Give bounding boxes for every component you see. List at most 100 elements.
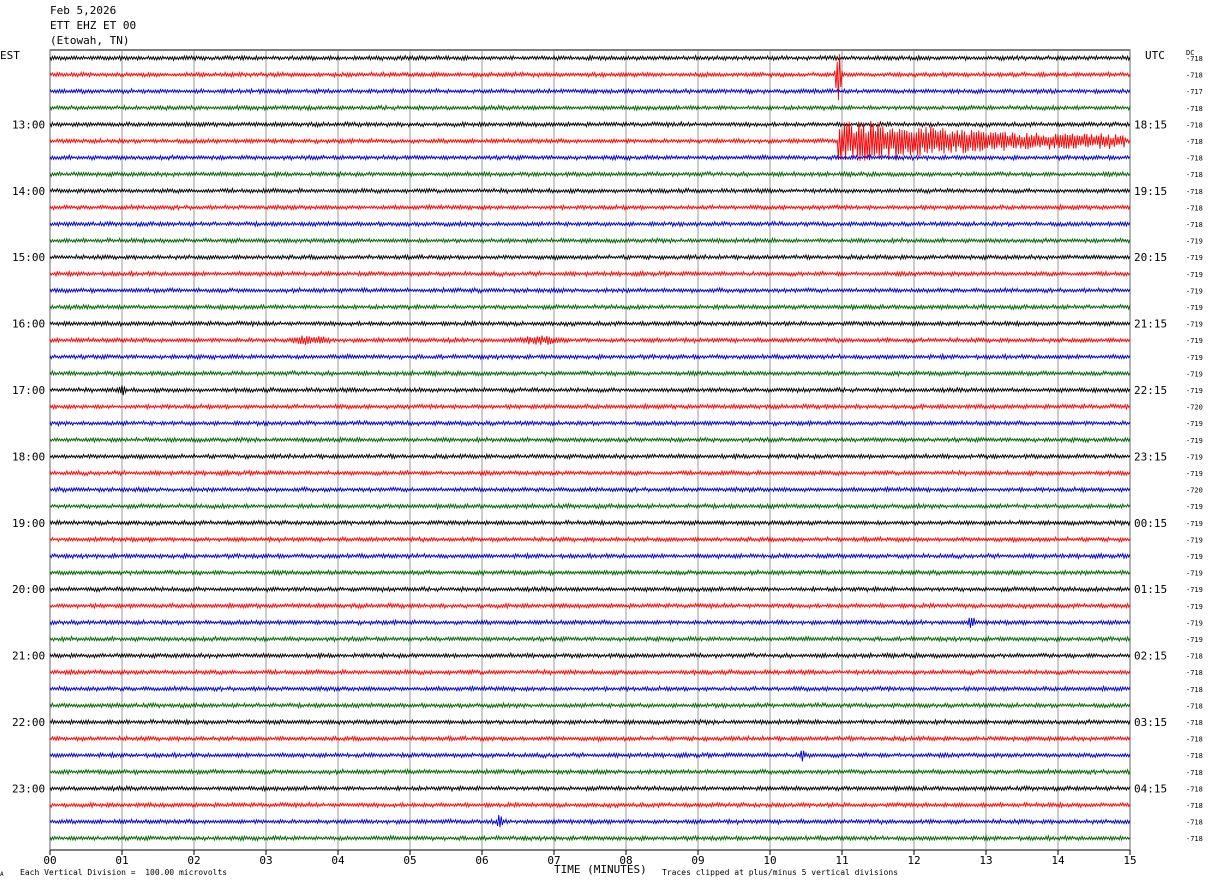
dc-offset-label: -720 xyxy=(1186,404,1203,412)
utc-hour-label: 03:15 xyxy=(1134,716,1167,729)
est-hour-label: 20:00 xyxy=(12,583,45,596)
x-tick-label: 09 xyxy=(691,854,704,867)
dc-offset-label: -718 xyxy=(1186,121,1203,129)
seismic-trace xyxy=(49,668,1131,677)
dc-offset-label: -718 xyxy=(1186,204,1203,212)
seismic-trace xyxy=(49,784,1131,793)
dc-offset-label: -718 xyxy=(1186,802,1203,810)
x-tick-label: 07 xyxy=(547,854,560,867)
seismic-trace xyxy=(49,750,1131,762)
x-tick-label: 00 xyxy=(43,854,56,867)
seismic-trace xyxy=(49,54,1131,101)
utc-hour-label: 01:15 xyxy=(1134,583,1167,596)
utc-hour-label: 21:15 xyxy=(1134,318,1167,331)
seismic-trace xyxy=(49,734,1131,743)
dc-offset-label: -719 xyxy=(1186,536,1203,544)
x-tick-label: 10 xyxy=(763,854,776,867)
dc-offset-label: -718 xyxy=(1186,171,1203,179)
dc-offset-label: -718 xyxy=(1186,155,1203,163)
seismic-trace xyxy=(49,834,1131,843)
x-tick-label: 03 xyxy=(259,854,272,867)
seismic-trace xyxy=(49,518,1131,527)
dc-offset-label: -719 xyxy=(1186,619,1203,627)
seismic-trace xyxy=(49,718,1131,726)
seismic-trace xyxy=(49,253,1131,262)
dc-offset-label: -718 xyxy=(1186,55,1203,63)
est-hour-label: 16:00 xyxy=(12,318,45,331)
dc-offset-label: -719 xyxy=(1186,503,1203,511)
dc-offset-label: -718 xyxy=(1186,72,1203,80)
est-hour-label: 23:00 xyxy=(12,782,45,795)
utc-hour-label: 02:15 xyxy=(1134,650,1167,663)
x-tick-label: 05 xyxy=(403,854,416,867)
seismic-trace xyxy=(49,551,1131,560)
seismic-trace xyxy=(49,701,1131,710)
x-tick-label: 11 xyxy=(835,854,848,867)
dc-offset-label: -719 xyxy=(1186,287,1203,295)
seismic-trace xyxy=(49,419,1131,428)
seismic-trace xyxy=(49,684,1131,693)
seismic-trace xyxy=(49,236,1131,245)
footer-mark: A xyxy=(0,871,4,878)
dc-offset-label: -719 xyxy=(1186,370,1203,378)
seismic-trace xyxy=(49,186,1131,195)
est-hour-label: 14:00 xyxy=(12,185,45,198)
x-tick-label: 14 xyxy=(1051,854,1065,867)
seismic-trace xyxy=(49,385,1131,396)
seismic-trace xyxy=(49,651,1131,660)
dc-offset-header: DC xyxy=(1186,49,1195,57)
vertical-division-note: Each Vertical Division = 100.00 microvol… xyxy=(20,868,228,877)
dc-offset-label: -719 xyxy=(1186,271,1203,279)
seismic-trace xyxy=(49,369,1131,378)
est-hour-label: 15:00 xyxy=(12,251,45,264)
x-axis-title: TIME (MINUTES) xyxy=(554,863,647,876)
seismic-trace xyxy=(49,535,1131,544)
dc-offset-label: -718 xyxy=(1186,819,1203,827)
dc-offset-label: -718 xyxy=(1186,719,1203,727)
dc-offset-label: -718 xyxy=(1186,686,1203,694)
dc-offset-label: -717 xyxy=(1186,88,1203,96)
seismic-trace xyxy=(49,452,1131,461)
x-tick-label: 12 xyxy=(907,854,920,867)
est-hour-label: 13:00 xyxy=(12,118,45,131)
utc-hour-label: 18:15 xyxy=(1134,118,1167,131)
x-tick-label: 08 xyxy=(619,854,632,867)
dc-offset-label: -719 xyxy=(1186,254,1203,262)
seismic-trace xyxy=(49,635,1131,643)
seismic-trace xyxy=(49,617,1131,628)
utc-hour-label: 20:15 xyxy=(1134,251,1167,264)
seismic-trace xyxy=(49,585,1131,594)
left-timezone-label: EST xyxy=(0,49,20,62)
dc-offset-label: -719 xyxy=(1186,453,1203,461)
dc-offset-label: -718 xyxy=(1186,669,1203,677)
seismic-trace xyxy=(49,352,1131,361)
dc-offset-label: -720 xyxy=(1186,487,1203,495)
seismic-trace xyxy=(49,568,1131,577)
seismic-trace xyxy=(49,468,1131,478)
seismic-trace xyxy=(49,485,1131,494)
dc-offset-label: -718 xyxy=(1186,736,1203,744)
x-tick-label: 15 xyxy=(1123,854,1136,867)
station-code: ETT EHZ ET 00 xyxy=(50,19,137,32)
dc-offset-label: -719 xyxy=(1186,337,1203,345)
seismic-trace xyxy=(49,801,1131,810)
est-hour-label: 18:00 xyxy=(12,450,45,463)
x-tick-label: 13 xyxy=(979,854,992,867)
est-hour-label: 21:00 xyxy=(12,650,45,663)
seismic-trace xyxy=(49,103,1131,112)
plot-frame xyxy=(49,49,1131,851)
x-tick-label: 04 xyxy=(331,854,345,867)
seismic-trace xyxy=(49,435,1131,444)
dc-offset-label: -719 xyxy=(1186,636,1203,644)
dc-offset-label: -718 xyxy=(1186,752,1203,760)
x-tick-label: 02 xyxy=(187,854,200,867)
dc-offset-label: -719 xyxy=(1186,553,1203,561)
dc-offset-label: -718 xyxy=(1186,138,1203,146)
dc-offset-label: -718 xyxy=(1186,105,1203,113)
x-tick-label: 01 xyxy=(115,854,128,867)
x-tick-label: 06 xyxy=(475,854,488,867)
seismic-trace xyxy=(49,203,1131,212)
dc-offset-label: -719 xyxy=(1186,437,1203,445)
est-hour-label: 19:00 xyxy=(12,517,45,530)
